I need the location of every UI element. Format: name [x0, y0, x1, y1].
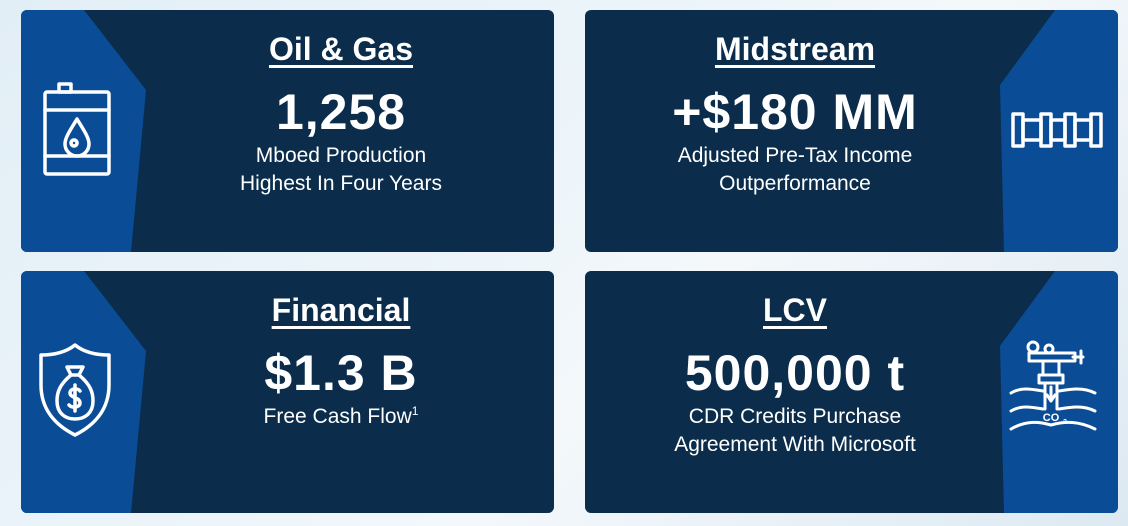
oil-and-gas-card: Oil & Gas 1,258 Mboed Production Highest…: [21, 10, 554, 252]
card-content: Oil & Gas 1,258 Mboed Production Highest…: [151, 10, 531, 198]
card-metric: $1.3 B: [264, 345, 418, 401]
oil-barrel-icon: [39, 82, 115, 178]
money-bag-shield-icon: [37, 341, 113, 437]
card-title: Oil & Gas: [268, 31, 414, 67]
caption-line: Mboed Production: [255, 144, 427, 167]
card-content: Midstream +$180 MM Adjusted Pre-Tax Inco…: [605, 10, 985, 198]
caption-line: Highest In Four Years: [240, 172, 442, 195]
card-caption: Mboed Production Highest In Four Years: [151, 142, 531, 198]
caption-line: Agreement With Microsoft: [674, 433, 916, 456]
co2-injection-well-icon: CO 2: [1009, 337, 1099, 447]
footnote-marker: 1: [411, 404, 419, 418]
pipeline-icon: [1009, 90, 1105, 170]
caption-line: CDR Credits Purchase: [688, 405, 902, 428]
card-caption: Free Cash Flow1: [151, 403, 531, 431]
midstream-card: Midstream +$180 MM Adjusted Pre-Tax Inco…: [585, 10, 1118, 252]
lcv-card: CO 2 LCV 500,000 t CDR Credits Purchase …: [585, 271, 1118, 513]
card-caption: CDR Credits Purchase Agreement With Micr…: [605, 403, 985, 459]
card-metric: 500,000 t: [684, 345, 906, 401]
financial-card: Financial $1.3 B Free Cash Flow1: [21, 271, 554, 513]
card-title: Financial: [271, 292, 411, 328]
svg-text:CO: CO: [1043, 412, 1060, 424]
caption-line: Free Cash Flow: [263, 405, 412, 428]
card-content: LCV 500,000 t CDR Credits Purchase Agree…: [605, 271, 985, 459]
card-metric: 1,258: [275, 84, 407, 140]
card-title: Midstream: [714, 31, 876, 67]
svg-text:2: 2: [1063, 419, 1067, 426]
card-title: LCV: [763, 292, 827, 328]
card-metric: +$180 MM: [672, 84, 918, 140]
caption-line: Adjusted Pre-Tax Income: [677, 144, 913, 167]
caption-line: Outperformance: [719, 172, 871, 195]
card-caption: Adjusted Pre-Tax Income Outperformance: [605, 142, 985, 198]
card-content: Financial $1.3 B Free Cash Flow1: [151, 271, 531, 431]
